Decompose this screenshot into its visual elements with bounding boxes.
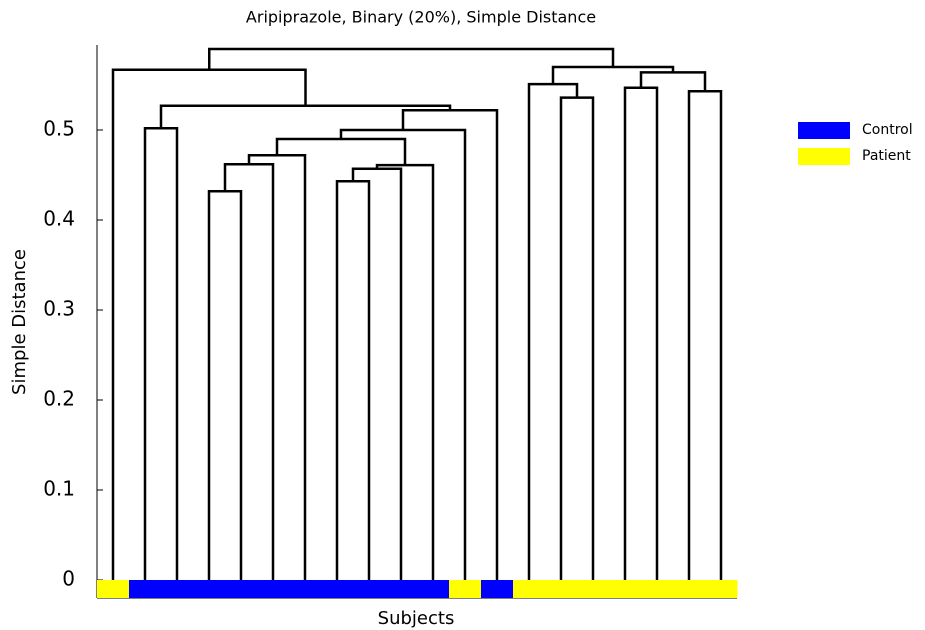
leaf-group-bar	[161, 580, 194, 598]
leaf-group-bar	[481, 580, 514, 598]
dendrogram-link	[351, 167, 403, 580]
dendrogram-link	[143, 126, 179, 580]
leaf-group-bar	[577, 580, 610, 598]
dendrogram-link	[223, 162, 275, 580]
y-tick-label: 0	[62, 567, 75, 591]
legend-swatch	[798, 122, 850, 139]
y-tick-label: 0.4	[43, 207, 75, 231]
leaf-group-bar	[321, 580, 354, 598]
dendrogram-link	[335, 180, 371, 580]
legend-swatch	[798, 148, 850, 165]
leaf-group-bar	[289, 580, 322, 598]
leaf-group-bar	[705, 580, 738, 598]
leaf-group-bar	[97, 580, 130, 598]
leaf-group-bar	[353, 580, 386, 598]
dendrogram-link	[339, 128, 467, 580]
dendrogram-link	[207, 189, 243, 580]
dendrogram-link	[401, 108, 499, 580]
dendrogram-link	[208, 47, 615, 70]
leaf-group-bar	[225, 580, 258, 598]
x-axis-label: Subjects	[378, 608, 455, 629]
y-axis-label: Simple Distance	[9, 249, 30, 395]
leaf-group-bar	[513, 580, 546, 598]
dendrogram-link	[551, 65, 675, 85]
leaf-group-bar	[385, 580, 418, 598]
dendrogram-link	[375, 163, 435, 580]
dendrogram-link	[559, 96, 595, 580]
dendrogram-link	[687, 90, 723, 580]
legend-label: Patient	[862, 148, 911, 164]
leaf-group-bar	[673, 580, 706, 598]
leaf-group-bar	[609, 580, 642, 598]
y-tick-label: 0.5	[43, 117, 75, 141]
leaf-group-bar	[129, 580, 162, 598]
dendrogram-link	[623, 86, 659, 580]
leaf-group-bar	[641, 580, 674, 598]
y-tick-label: 0.2	[43, 387, 75, 411]
leaf-group-bar	[449, 580, 482, 598]
dendrogram-link	[247, 153, 307, 580]
leaf-group-bar	[257, 580, 290, 598]
legend-label: Control	[862, 122, 913, 138]
leaf-group-bar	[417, 580, 450, 598]
y-tick-label: 0.1	[43, 477, 75, 501]
y-tick-label: 0.3	[43, 297, 75, 321]
leaf-group-bar	[193, 580, 226, 598]
leaf-group-bar	[545, 580, 578, 598]
chart-title: Aripiprazole, Binary (20%), Simple Dista…	[246, 8, 596, 27]
dendrogram-link	[275, 137, 407, 166]
dendrogram-link	[527, 82, 579, 580]
